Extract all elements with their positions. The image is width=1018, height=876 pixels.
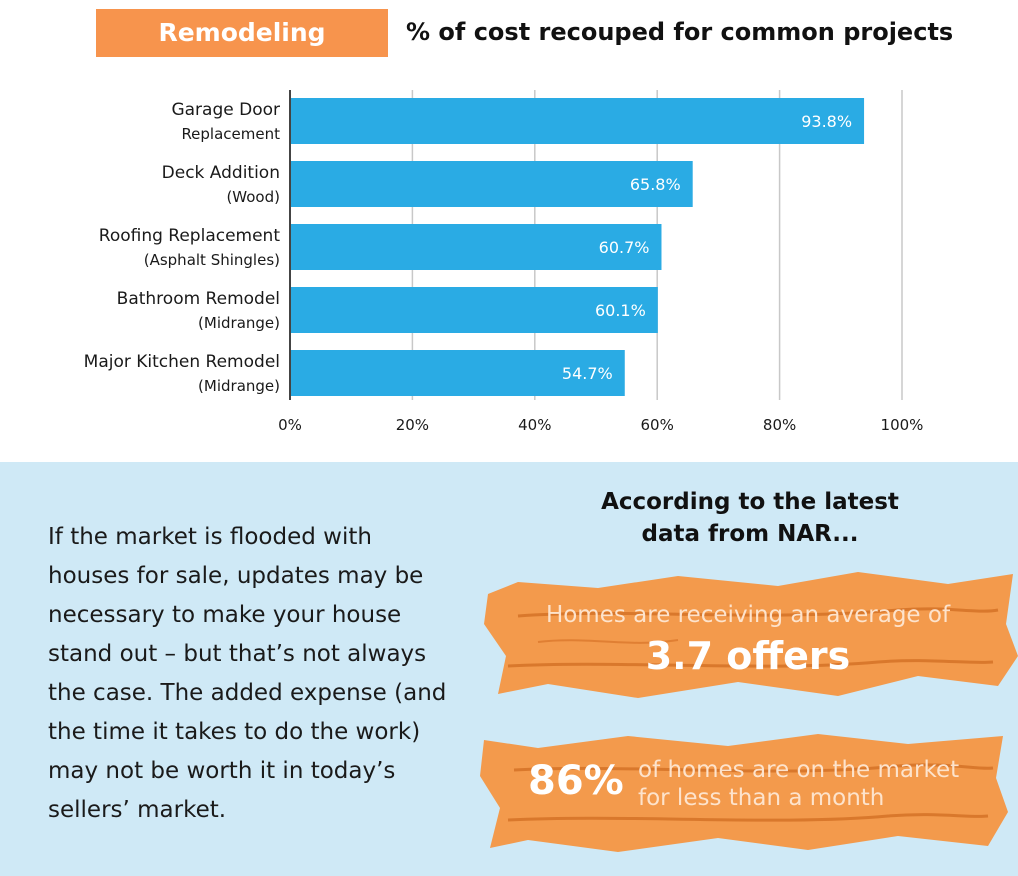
category-sublabel: (Wood) [226, 188, 280, 206]
nar-heading-line2: data from NAR... [641, 521, 859, 547]
nar-heading: According to the latest data from NAR... [560, 486, 940, 550]
x-tick-label: 80% [763, 416, 796, 434]
bar [290, 287, 658, 333]
category-label: Roofing Replacement [99, 226, 281, 246]
offers-plank: Homes are receiving an average of 3.7 of… [478, 564, 1018, 706]
chart-title: % of cost recouped for common projects [406, 18, 954, 46]
x-tick-label: 40% [518, 416, 551, 434]
x-tick-label: 20% [396, 416, 429, 434]
bar [290, 350, 625, 396]
nar-heading-line1: According to the latest [601, 489, 899, 515]
category-label: Garage Door [171, 100, 280, 120]
category-sublabel: (Asphalt Shingles) [144, 251, 280, 269]
x-tick-label: 0% [278, 416, 302, 434]
category-label: Deck Addition [162, 163, 280, 183]
bar-chart: 93.8% Garage Door Replacement 65.8% Deck Add… [84, 90, 924, 434]
category-sublabel: Replacement [181, 125, 280, 143]
bar-value-label: 65.8% [630, 175, 681, 194]
info-panel: If the market is flooded with houses for… [0, 462, 1018, 876]
market-time-text-line1: of homes are on the market [638, 757, 960, 783]
market-time-plank: 86% of homes are on the market for less … [478, 728, 1008, 854]
category-label: Bathroom Remodel [117, 289, 280, 309]
header: Remodeling Payback % of cost recouped fo… [0, 0, 1018, 95]
offers-value: 3.7 offers [645, 634, 851, 678]
bar-value-label: 54.7% [562, 364, 613, 383]
bar-value-label: 60.7% [599, 238, 650, 257]
bar [290, 161, 693, 207]
info-paragraph: If the market is flooded with houses for… [48, 524, 447, 823]
remodeling-payback-tag: Remodeling Payback [96, 9, 388, 95]
category-sublabel: (Midrange) [198, 314, 280, 332]
category-sublabel: (Midrange) [198, 377, 280, 395]
market-time-value: 86% [528, 758, 624, 804]
market-time-text: of homes are on the market for less than… [638, 756, 959, 812]
category-label: Major Kitchen Remodel [84, 352, 280, 372]
bar-value-label: 60.1% [595, 301, 646, 320]
bar [290, 224, 662, 270]
bar [290, 98, 865, 144]
market-time-text-line2: for less than a month [638, 785, 885, 811]
x-tick-label: 60% [641, 416, 674, 434]
wood-plank-icon [480, 734, 1008, 852]
bar-value-label: 93.8% [801, 112, 852, 131]
offers-text: Homes are receiving an average of [545, 602, 951, 628]
wood-plank-icon [484, 572, 1018, 698]
x-tick-label: 100% [881, 416, 924, 434]
